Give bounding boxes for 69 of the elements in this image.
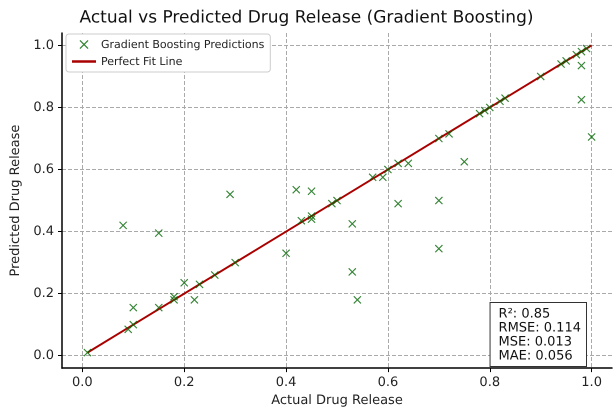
point [292,186,300,194]
x-tick-label: 0.2 [174,375,195,390]
point [129,320,138,329]
y-axis-title: Predicted Drug Release [8,124,23,277]
x-tick-label: 0.8 [479,375,500,390]
x-tick-label: 0.0 [72,375,93,390]
point [501,94,510,102]
point [434,244,443,253]
legend-label: Gradient Boosting Predictions [101,38,265,51]
point [434,196,443,205]
point [577,48,586,56]
point [384,166,392,174]
point [394,200,402,208]
point [476,110,484,118]
point [582,44,591,53]
point [308,187,316,196]
point [190,296,198,304]
point [196,280,204,288]
point [328,200,336,208]
point [577,62,586,70]
point [308,212,316,220]
point [496,97,504,106]
chart-title: Actual vs Predicted Drug Release (Gradient Boosting) [79,8,534,28]
annotation: RMSE: 0.114 [498,320,582,336]
point [119,221,128,230]
point [572,50,580,59]
y-tick-label: 0.8 [33,100,54,115]
point [394,159,402,168]
point [434,134,443,142]
y-tick-label: 0.4 [33,224,54,240]
point [536,72,545,80]
point [226,190,234,198]
point [486,103,494,112]
point [348,220,356,228]
point [480,106,489,115]
point [231,258,240,267]
x-tick-label: 1.0 [581,375,602,390]
point [282,249,290,258]
x-tick-label: 0.6 [378,375,398,390]
point [460,158,468,166]
point [404,159,412,168]
point [353,296,362,304]
point [333,196,341,205]
point [210,271,219,280]
annotation: MAE: 0.056 [498,348,573,364]
y-tick-label: 0.2 [33,286,54,302]
point [378,173,387,182]
point [297,216,306,225]
x-tick-label: 0.4 [276,375,296,390]
legend-label: Perfect Fit Line [101,55,183,68]
point [129,304,138,312]
x-axis-title: Actual Drug Release [271,393,403,408]
point [170,292,178,301]
point [588,132,596,141]
point [348,268,356,276]
point [154,304,163,312]
point [562,56,570,65]
y-tick-label: 0.0 [33,348,54,364]
annotation: MSE: 0.013 [498,334,572,350]
point [445,130,454,138]
point [154,229,163,238]
point [368,173,377,182]
point [180,278,188,287]
point [83,348,92,357]
y-tick-label: 0.6 [33,162,54,178]
y-tick-label: 1.0 [33,38,54,53]
point [557,60,566,68]
annotation: R²: 0.85 [498,306,550,322]
point [577,96,586,104]
